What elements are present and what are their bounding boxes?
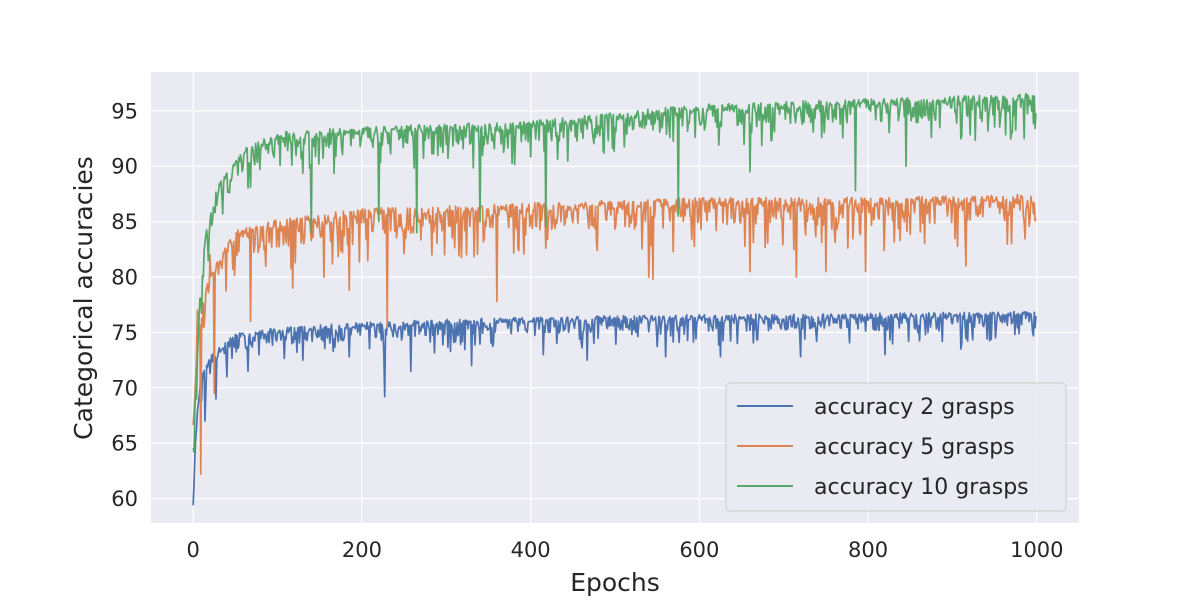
y-tick-label: 75 xyxy=(111,321,138,345)
x-tick-label: 200 xyxy=(342,538,382,562)
series-lines xyxy=(192,92,1037,506)
y-tick-label: 80 xyxy=(111,266,138,290)
legend-label: accuracy 5 grasps xyxy=(814,435,1015,460)
y-tick-label: 70 xyxy=(111,376,138,400)
x-tick-label: 800 xyxy=(848,538,888,562)
y-tick-label: 60 xyxy=(111,487,138,511)
series-line xyxy=(192,310,1037,506)
legend-label: accuracy 2 grasps xyxy=(814,395,1015,420)
y-tick-label: 85 xyxy=(111,210,138,234)
y-axis-title: Categorical accuracies xyxy=(69,156,98,440)
series-line xyxy=(192,193,1037,476)
y-tick-label: 90 xyxy=(111,155,138,179)
x-tick-label: 1000 xyxy=(1010,538,1063,562)
legend-box xyxy=(725,382,1067,512)
legend-label: accuracy 10 grasps xyxy=(814,475,1029,500)
x-tick-label: 600 xyxy=(679,538,719,562)
x-tick-label: 0 xyxy=(186,538,199,562)
series-line xyxy=(192,92,1037,453)
y-tick-label: 95 xyxy=(111,99,138,123)
legend: accuracy 2 grasps accuracy 5 grasps accura… xyxy=(725,382,1067,512)
x-tick-label: 400 xyxy=(511,538,551,562)
x-axis-title: Epochs xyxy=(570,568,660,597)
y-tick-labels: 60 65 70 75 80 85 90 95 xyxy=(111,99,138,511)
x-tick-labels: 0 200 400 600 800 1000 xyxy=(186,538,1063,562)
y-tick-label: 65 xyxy=(111,432,138,456)
